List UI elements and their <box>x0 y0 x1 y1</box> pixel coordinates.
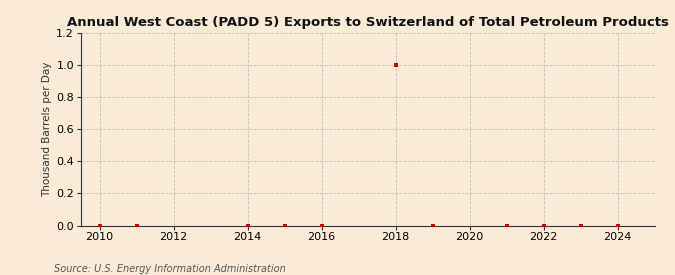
Point <box>242 223 253 228</box>
Text: Source: U.S. Energy Information Administration: Source: U.S. Energy Information Administ… <box>54 264 286 274</box>
Point <box>538 223 549 228</box>
Point <box>279 223 290 228</box>
Point <box>427 223 438 228</box>
Point <box>131 223 142 228</box>
Point <box>575 223 586 228</box>
Point <box>502 223 512 228</box>
Point <box>612 223 623 228</box>
Title: Annual West Coast (PADD 5) Exports to Switzerland of Total Petroleum Products: Annual West Coast (PADD 5) Exports to Sw… <box>67 16 669 29</box>
Point <box>316 223 327 228</box>
Y-axis label: Thousand Barrels per Day: Thousand Barrels per Day <box>42 62 52 197</box>
Point <box>390 63 401 67</box>
Point <box>94 223 105 228</box>
